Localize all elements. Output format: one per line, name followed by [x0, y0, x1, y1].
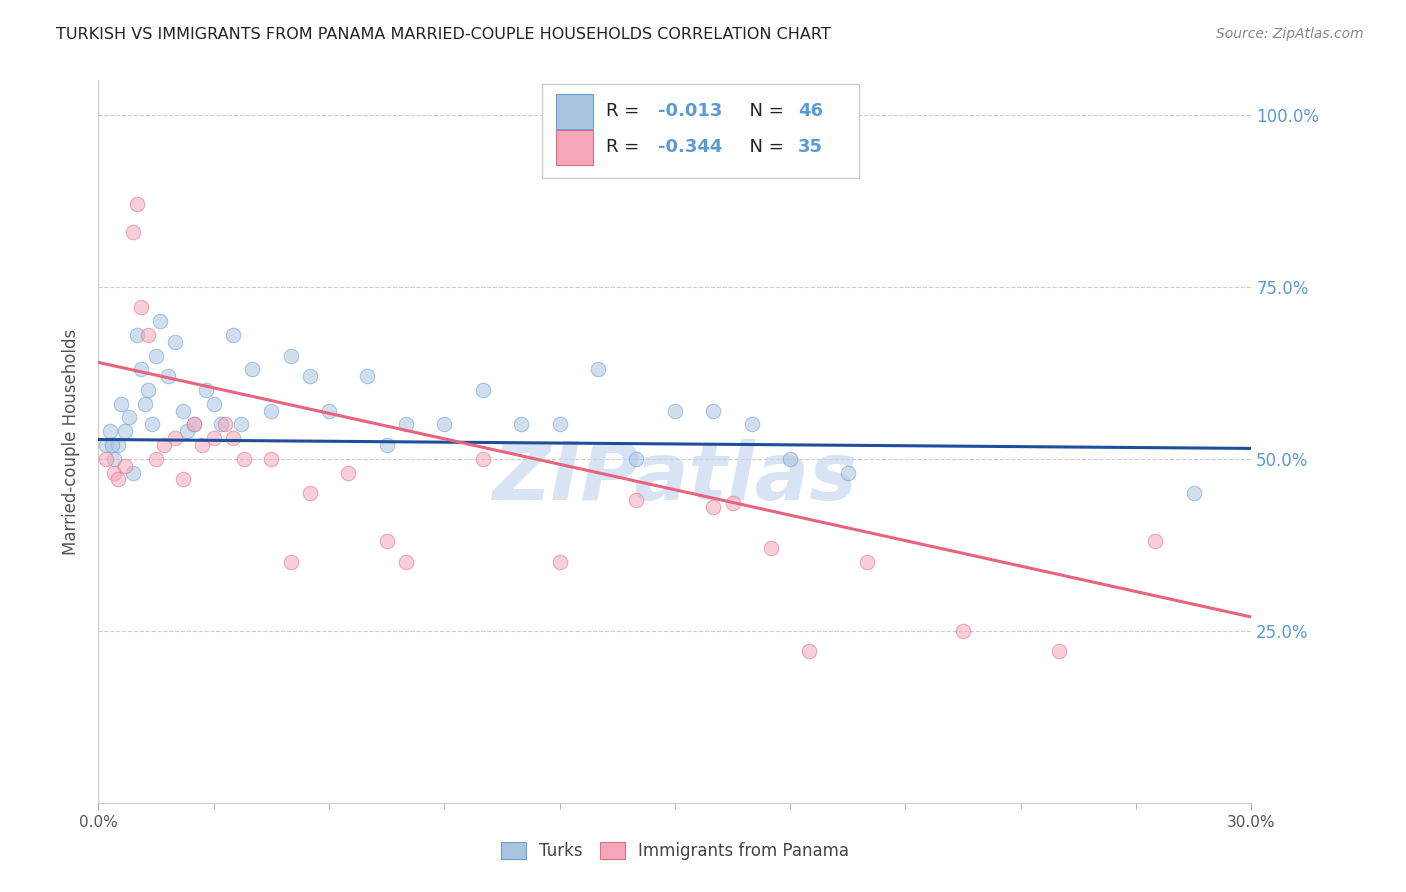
Point — [548, 555, 571, 569]
Point — [114, 458, 136, 473]
Point — [129, 301, 152, 315]
Point — [138, 383, 160, 397]
Point — [586, 362, 609, 376]
Point — [626, 493, 648, 508]
Text: 35: 35 — [799, 138, 824, 156]
Bar — [557, 130, 593, 165]
Point — [122, 466, 145, 480]
Point — [141, 417, 163, 432]
Point — [195, 383, 218, 397]
Point — [107, 438, 129, 452]
Point — [837, 466, 859, 480]
Text: R =: R = — [606, 103, 645, 120]
Point — [107, 472, 129, 486]
Point — [856, 555, 879, 569]
Point — [548, 417, 571, 432]
Point — [156, 369, 179, 384]
Point — [202, 397, 225, 411]
Point — [626, 451, 648, 466]
Point — [395, 417, 418, 432]
Point — [214, 417, 236, 432]
Point — [952, 624, 974, 638]
Point — [114, 424, 136, 438]
Point — [260, 403, 283, 417]
Point — [183, 417, 205, 432]
Point — [122, 225, 145, 239]
Point — [1144, 534, 1167, 549]
Text: R =: R = — [606, 138, 645, 156]
Text: ZIPatlas: ZIPatlas — [492, 439, 858, 516]
Point — [375, 534, 398, 549]
Point — [222, 431, 245, 445]
Point — [202, 431, 225, 445]
Point — [125, 327, 148, 342]
Point — [759, 541, 782, 556]
Point — [395, 555, 418, 569]
Point — [94, 451, 117, 466]
Text: Source: ZipAtlas.com: Source: ZipAtlas.com — [1216, 27, 1364, 41]
Point — [337, 466, 360, 480]
Point — [260, 451, 283, 466]
Point — [229, 417, 252, 432]
Point — [110, 397, 132, 411]
Point — [165, 334, 187, 349]
Point — [280, 349, 302, 363]
Point — [165, 431, 187, 445]
Text: N =: N = — [738, 103, 790, 120]
Text: N =: N = — [738, 138, 790, 156]
Point — [145, 349, 167, 363]
Point — [149, 314, 172, 328]
Text: -0.013: -0.013 — [658, 103, 721, 120]
Point — [183, 417, 205, 432]
Point — [298, 369, 321, 384]
Point — [94, 438, 117, 452]
Point — [145, 451, 167, 466]
Point — [471, 451, 494, 466]
Point — [125, 197, 148, 211]
Point — [799, 644, 821, 658]
Point — [1047, 644, 1070, 658]
FancyBboxPatch shape — [543, 84, 859, 178]
Point — [134, 397, 156, 411]
Point — [209, 417, 232, 432]
Point — [702, 403, 724, 417]
Point — [318, 403, 340, 417]
Bar — [557, 94, 593, 128]
Text: TURKISH VS IMMIGRANTS FROM PANAMA MARRIED-COUPLE HOUSEHOLDS CORRELATION CHART: TURKISH VS IMMIGRANTS FROM PANAMA MARRIE… — [56, 27, 831, 42]
Point — [172, 403, 194, 417]
Point — [129, 362, 152, 376]
Point — [103, 466, 125, 480]
Point — [280, 555, 302, 569]
Point — [779, 451, 801, 466]
Point — [98, 424, 121, 438]
Point — [664, 403, 686, 417]
Point — [138, 327, 160, 342]
Point — [721, 496, 744, 510]
Point — [375, 438, 398, 452]
Point — [1182, 486, 1205, 500]
Point — [741, 417, 763, 432]
Point — [233, 451, 256, 466]
Point — [356, 369, 378, 384]
Point — [118, 410, 141, 425]
Legend: Turks, Immigrants from Panama: Turks, Immigrants from Panama — [495, 835, 855, 867]
Point — [101, 438, 124, 452]
Point — [176, 424, 198, 438]
Y-axis label: Married-couple Households: Married-couple Households — [62, 328, 80, 555]
Point — [471, 383, 494, 397]
Point — [172, 472, 194, 486]
Point — [298, 486, 321, 500]
Text: -0.344: -0.344 — [658, 138, 721, 156]
Point — [152, 438, 174, 452]
Point — [191, 438, 214, 452]
Point — [222, 327, 245, 342]
Point — [103, 451, 125, 466]
Point — [702, 500, 724, 514]
Point — [433, 417, 456, 432]
Point — [510, 417, 533, 432]
Point — [240, 362, 263, 376]
Text: 46: 46 — [799, 103, 824, 120]
